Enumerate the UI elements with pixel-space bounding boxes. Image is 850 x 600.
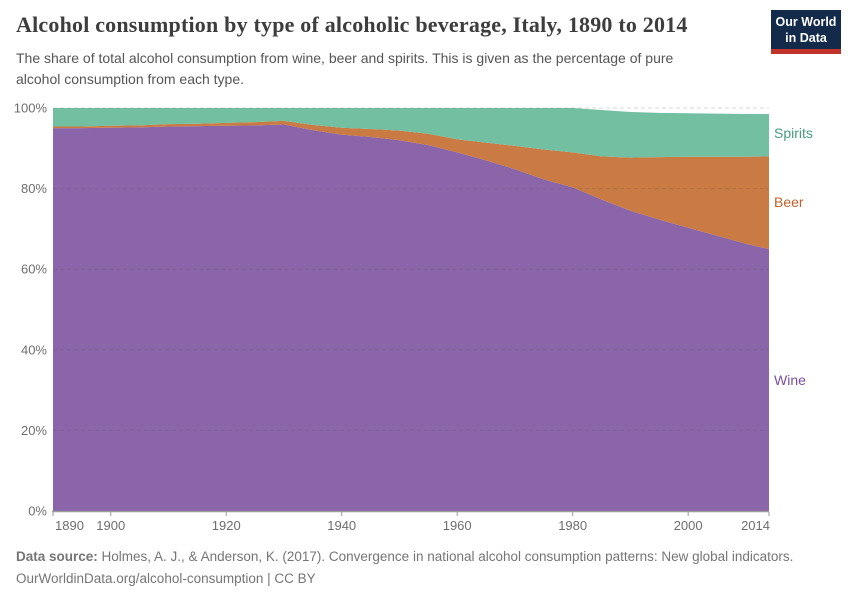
owid-logo[interactable]: Our World in Data xyxy=(771,10,841,54)
y-tick-label-80: 80% xyxy=(21,181,47,196)
x-tick-label-2014: 2014 xyxy=(741,518,770,533)
y-tick-label-20: 20% xyxy=(21,423,47,438)
x-tick-label-1960: 1960 xyxy=(443,518,472,533)
series-label-spirits[interactable]: Spirits xyxy=(774,125,813,141)
x-tick-label-1920: 1920 xyxy=(212,518,241,533)
chart-subtitle-line2: alcohol consumption from each type. xyxy=(16,71,245,87)
x-tick-label-1900: 1900 xyxy=(96,518,125,533)
chart-footer: Data source: Holmes, A. J., & Anderson, … xyxy=(16,546,826,590)
x-tick-label-1890: 1890 xyxy=(55,518,84,533)
chart-subtitle-line1: The share of total alcohol consumption f… xyxy=(16,50,674,66)
x-tick-label-1980: 1980 xyxy=(558,518,587,533)
y-tick-label-100: 100% xyxy=(14,101,48,116)
chart-title: Alcohol consumption by type of alcoholic… xyxy=(16,12,688,37)
chart-subtitle: The share of total alcohol consumption f… xyxy=(16,48,726,90)
series-label-beer[interactable]: Beer xyxy=(774,194,804,210)
y-tick-label-40: 40% xyxy=(21,342,47,357)
y-tick-label-0: 0% xyxy=(28,504,47,519)
area-wine[interactable] xyxy=(53,124,769,511)
x-tick-label-2000: 2000 xyxy=(674,518,703,533)
area-beer[interactable] xyxy=(53,120,769,250)
area-spirits[interactable] xyxy=(53,108,769,158)
owid-logo-line1: Our World xyxy=(775,15,837,29)
owid-logo-line2: in Data xyxy=(785,31,827,45)
data-source-text: Holmes, A. J., & Anderson, K. (2017). Co… xyxy=(97,549,794,564)
y-tick-label-60: 60% xyxy=(21,262,47,277)
data-source-line: Data source: Holmes, A. J., & Anderson, … xyxy=(16,546,826,568)
x-tick-label-1940: 1940 xyxy=(327,518,356,533)
series-label-wine[interactable]: Wine xyxy=(774,372,806,388)
license-line[interactable]: OurWorldinData.org/alcohol-consumption |… xyxy=(16,571,316,586)
data-source-label: Data source: xyxy=(16,549,98,564)
